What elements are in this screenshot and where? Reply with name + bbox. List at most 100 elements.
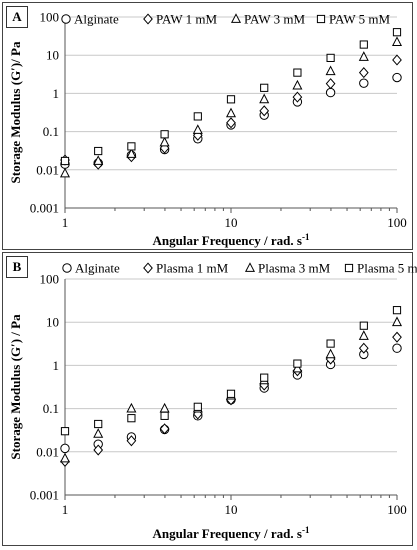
- chart-b-legend-label: Plasma 3 mM: [258, 261, 331, 276]
- panel-label-b: B: [6, 256, 28, 278]
- chart-a-legend-label: PAW 5 mM: [329, 12, 391, 27]
- chart-b-data-point: [391, 316, 403, 327]
- chart-b-data-point: [358, 330, 369, 340]
- chart-b-legend-label: Alginate: [75, 261, 120, 276]
- chart-a-data-point: [126, 148, 137, 158]
- chart-a-y-tick-label: 1: [53, 86, 60, 101]
- chart-a-legend-marker: [143, 13, 153, 25]
- chart-a-x-axis-title: Angular Frequency / rad. s-1: [153, 232, 310, 248]
- chart-b-data-point: [126, 435, 137, 447]
- chart-b-y-tick-label: 0.1: [43, 401, 59, 416]
- chart-b-data-point: [325, 348, 336, 359]
- chart-a-data-point: [325, 65, 336, 76]
- chart-b-data-point: [127, 414, 136, 423]
- chart-a-data-point: [192, 124, 203, 134]
- chart-a-legend-marker: [230, 13, 242, 23]
- chart-a-legend-marker: [316, 14, 326, 24]
- chart-panel-a: A 0.001 0.01 0.1 1 10 100 1 10 100 Angular Freque…: [2, 2, 413, 250]
- chart-a-data-point: [259, 93, 270, 104]
- chart-a-data-point: [392, 54, 402, 66]
- chart-a-data-point: [392, 72, 402, 83]
- chart-a-x-axis-title-superscript: -1: [302, 232, 310, 242]
- chart-b-data-point: [93, 444, 104, 456]
- chart-a-data-point: [392, 28, 402, 37]
- chart-b-data-point: [126, 402, 137, 413]
- chart-b-data-point: [292, 362, 303, 373]
- chart-a-data-point: [93, 155, 104, 165]
- chart-b-legend-label: Plasma 5 mM: [357, 261, 417, 276]
- chart-a-data-point: [226, 117, 236, 129]
- chart-b-x-tick-label: 10: [225, 502, 238, 517]
- chart-b-legend-marker: [62, 263, 72, 273]
- panel-label-a: A: [6, 6, 28, 28]
- chart-b-legend-label: Plasma 1 mM: [156, 261, 229, 276]
- chart-a-data-point: [391, 36, 403, 47]
- chart-b-data-point: [392, 306, 402, 315]
- chart-a-y-axis-title: Storage Modulus (G′)/ Pa: [8, 41, 23, 183]
- chart-a-data-point: [159, 136, 170, 147]
- chart-b-data-point: [392, 343, 402, 353]
- chart-a-data-point: [358, 51, 369, 61]
- chart-b-data-point: [59, 452, 71, 463]
- chart-b-x-axis-title-superscript: -1: [302, 525, 310, 535]
- chart-b-data-point: [260, 373, 269, 382]
- chart-b-data-point: [60, 427, 70, 436]
- chart-b-x-tick-label: 100: [387, 502, 407, 517]
- chart-a-x-tick-label: 1: [62, 215, 69, 230]
- chart-b-data-point: [326, 339, 335, 348]
- chart-a-data-point: [292, 79, 303, 90]
- chart-b-y-tick-label: 1: [53, 358, 60, 373]
- chart-a-data-point: [225, 107, 237, 118]
- chart-b-data-point: [60, 443, 70, 454]
- chart-a-legend: Alginate PAW 1 mM PAW 3 mM PAW 5 mM: [61, 12, 391, 27]
- chart-b-y-tick-label: 100: [40, 272, 60, 287]
- chart-a-series-3: [60, 28, 402, 166]
- chart-a-data-point: [259, 105, 270, 117]
- chart-a-data-point: [325, 78, 336, 90]
- chart-b-legend-marker: [143, 262, 153, 274]
- chart-a-data-point: [94, 146, 103, 156]
- chart-a-data-point: [359, 40, 368, 49]
- chart-b-data-point: [94, 419, 103, 429]
- chart-a-data-point: [193, 112, 202, 121]
- chart-panel-b: B 0.001 0.01 0.1 1 10 100 1 10 100 Angular Freque…: [2, 252, 417, 546]
- chart-a-data-point: [292, 91, 303, 103]
- chart-a-data-point: [127, 142, 136, 151]
- chart-a-legend-label: PAW 3 mM: [244, 12, 306, 27]
- chart-b-data-point: [358, 342, 369, 354]
- chart-b-legend-marker: [344, 263, 354, 273]
- chart-a-data-point: [358, 67, 369, 79]
- chart-a-data-point: [359, 78, 369, 88]
- chart-b-gridlines: [65, 278, 397, 453]
- chart-a-y-tick-label: 10: [46, 48, 59, 63]
- chart-a-data-point: [59, 167, 71, 178]
- chart-a-y-tick-label: 0.1: [43, 124, 59, 139]
- chart-a-legend-label: PAW 1 mM: [156, 12, 218, 27]
- chart-b-data-point: [359, 321, 368, 330]
- chart-b-data-point: [159, 423, 170, 435]
- chart-b-data-point: [160, 411, 169, 420]
- chart-a-data-point: [160, 130, 169, 139]
- chart-b-data-point: [93, 428, 104, 438]
- chart-b-y-tick-label: 0.001: [30, 488, 59, 503]
- chart-a-x-tick-label: 10: [225, 215, 238, 230]
- chart-a-data-point: [293, 68, 302, 77]
- chart-a-data-point: [60, 156, 70, 166]
- chart-b-y-tick-label: 10: [46, 315, 59, 330]
- chart-b-data-point: [293, 359, 302, 368]
- chart-a-legend-label: Alginate: [74, 12, 119, 27]
- chart-a-y-tick-label: 100: [40, 10, 60, 25]
- chart-a-legend-marker: [61, 14, 71, 24]
- chart-a-series-2: [59, 36, 403, 178]
- chart-b-x-axis-title: Angular Frequency / rad. s-1: [153, 525, 310, 541]
- chart-b-y-tick-label: 0.01: [36, 444, 59, 459]
- chart-a-y-tick-label: 0.001: [30, 201, 59, 216]
- chart-a-data-point: [325, 87, 336, 98]
- chart-a-data-point: [260, 83, 269, 92]
- chart-b-y-axis-title: Storage Modulus (G′) / Pa: [8, 314, 23, 460]
- chart-a-x-tick-label: 100: [387, 215, 407, 230]
- chart-b-series-3: [60, 306, 402, 436]
- chart-b-data-point: [193, 402, 202, 411]
- chart-b-x-tick-label: 1: [62, 502, 69, 517]
- chart-a-x-axis-title-text: Angular Frequency / rad. s: [153, 233, 302, 248]
